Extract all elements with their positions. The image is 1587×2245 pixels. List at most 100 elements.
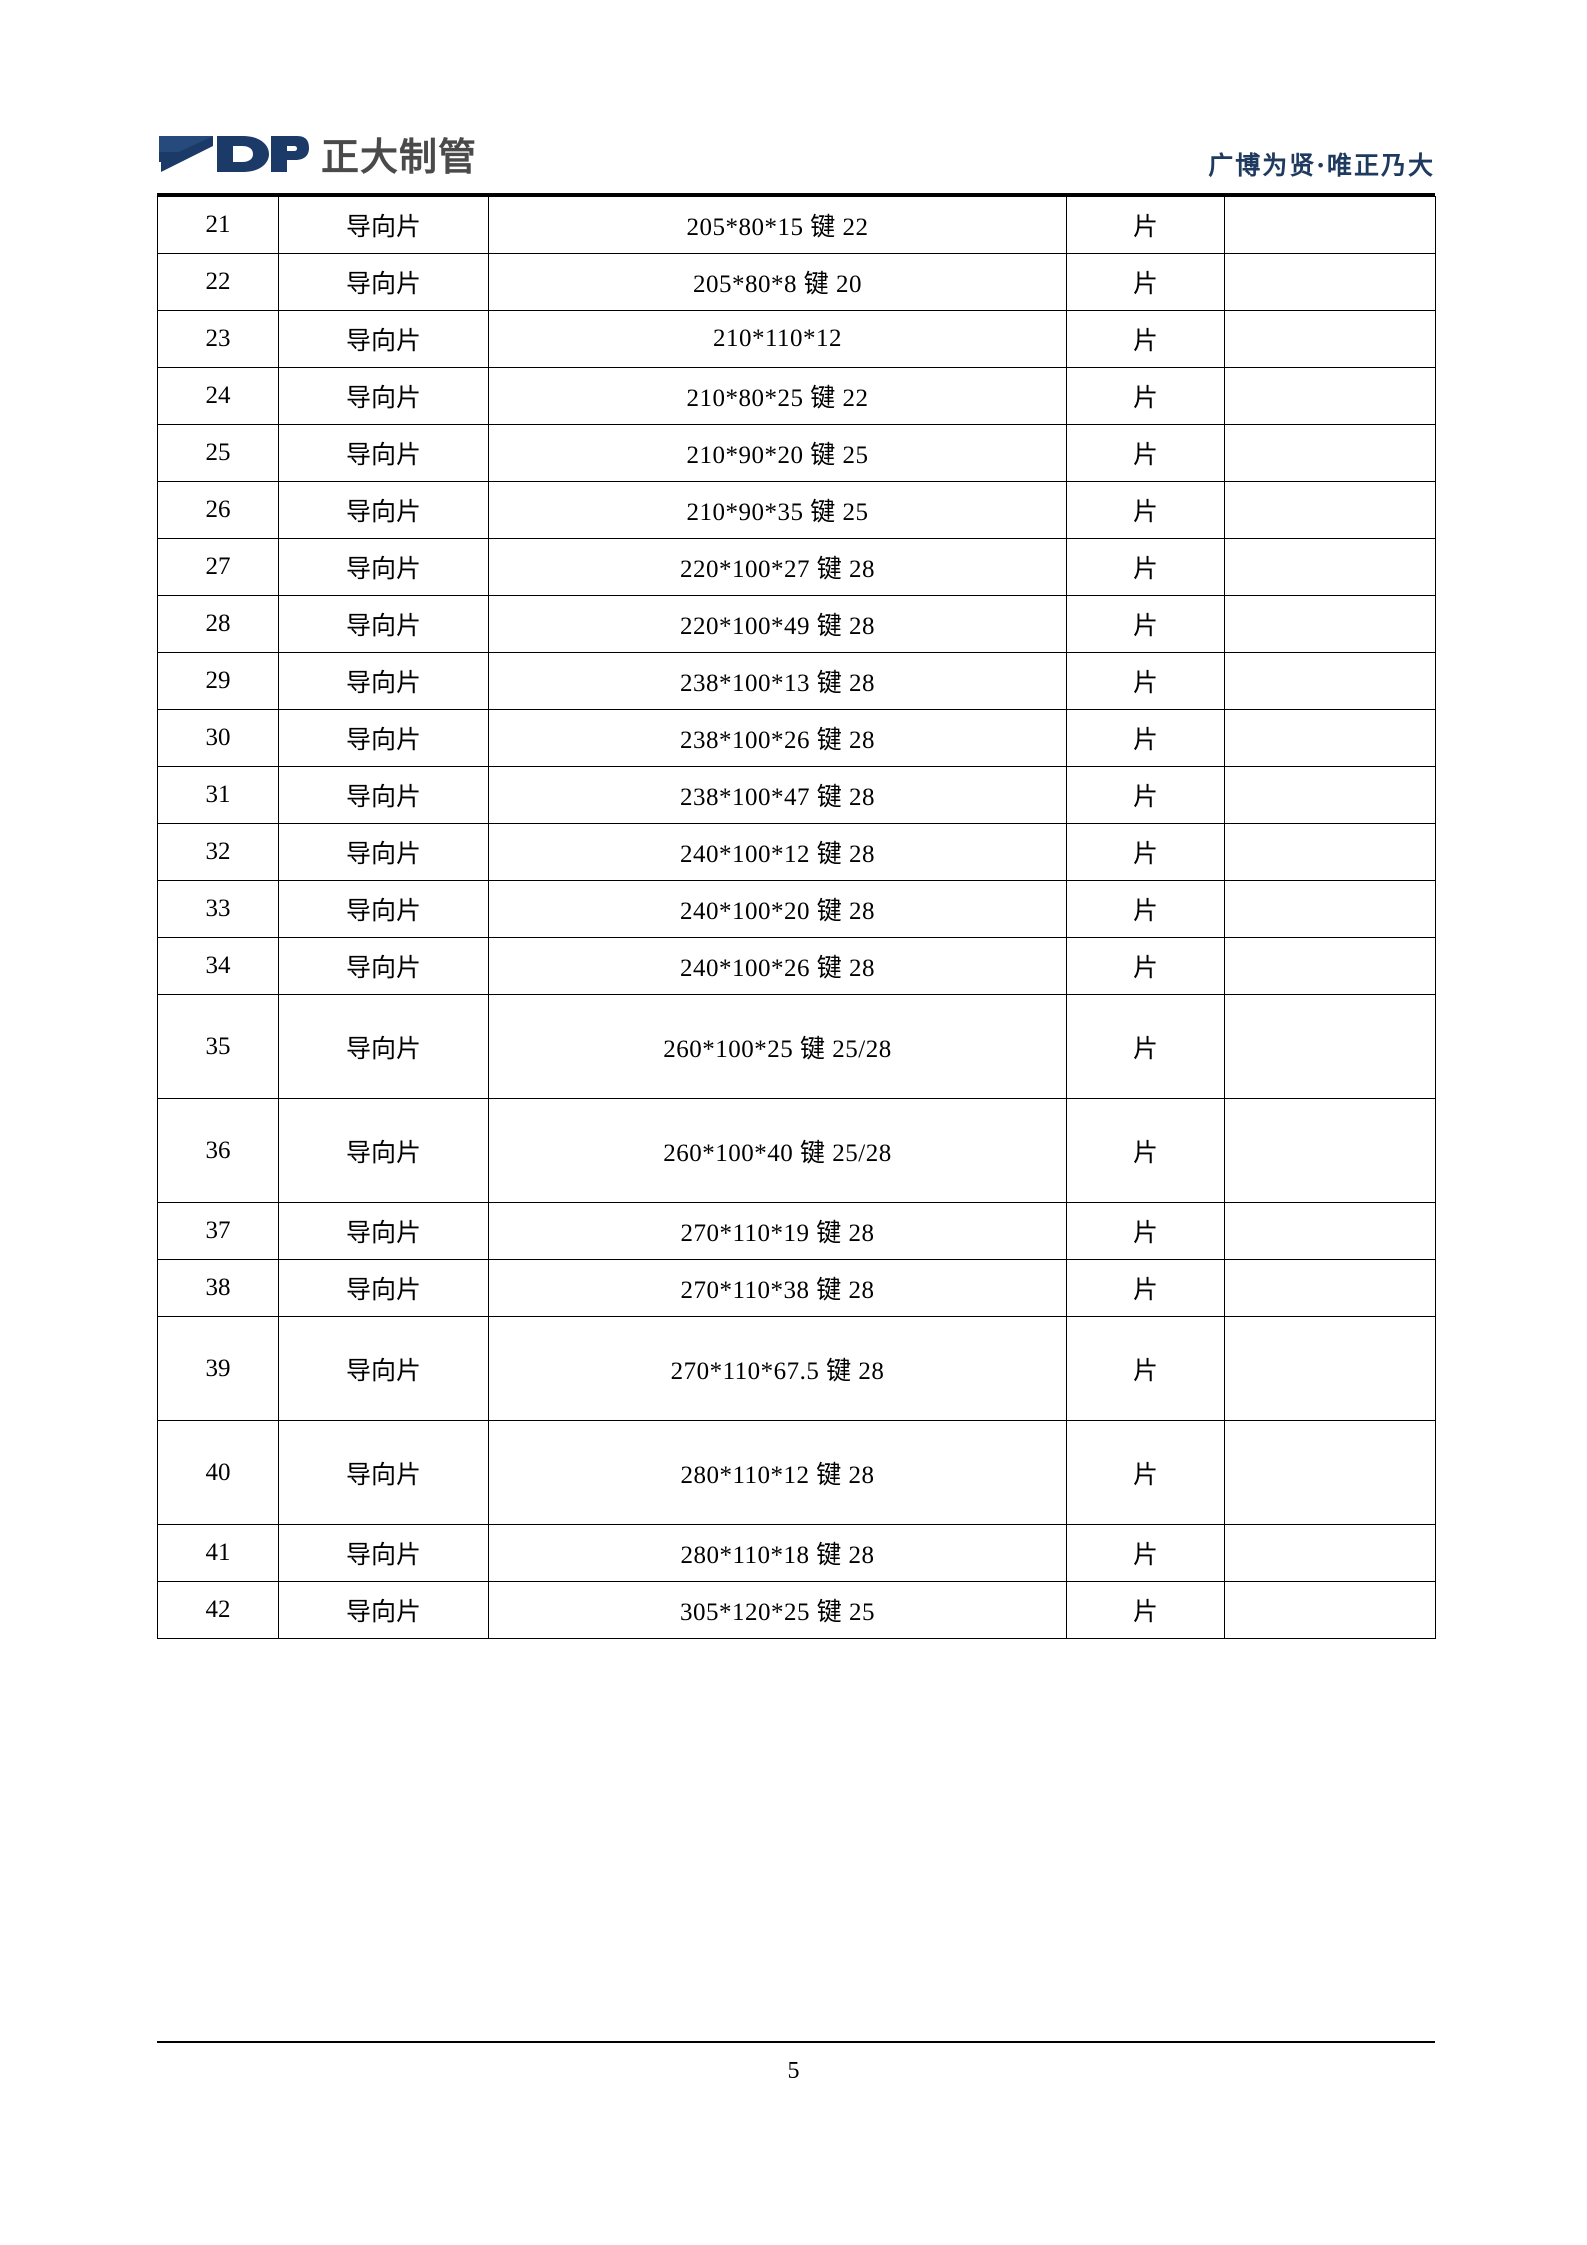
cell-note xyxy=(1224,481,1436,539)
cell-no: 32 xyxy=(157,823,279,881)
table-row: 33 导向片 240*100*20 键 28 片 xyxy=(157,880,1436,938)
cell-no: 25 xyxy=(157,424,279,482)
cell-unit: 片 xyxy=(1066,481,1225,539)
cell-name: 导向片 xyxy=(278,937,489,995)
cell-no: 29 xyxy=(157,652,279,710)
table-row: 30 导向片 238*100*26 键 28 片 xyxy=(157,709,1436,767)
table-row: 24 导向片 210*80*25 键 22 片 xyxy=(157,367,1436,425)
table-row: 38 导向片 270*110*38 键 28 片 xyxy=(157,1259,1436,1317)
cell-unit: 片 xyxy=(1066,595,1225,653)
cell-unit: 片 xyxy=(1066,538,1225,596)
cell-unit: 片 xyxy=(1066,994,1225,1099)
cell-spec: 220*100*27 键 28 xyxy=(488,538,1067,596)
table-row: 32 导向片 240*100*12 键 28 片 xyxy=(157,823,1436,881)
cell-note xyxy=(1224,1524,1436,1582)
cell-spec: 210*90*20 键 25 xyxy=(488,424,1067,482)
table-row: 25 导向片 210*90*20 键 25 片 xyxy=(157,424,1436,482)
table-row: 42 导向片 305*120*25 键 25 片 xyxy=(157,1581,1436,1639)
cell-spec: 260*100*40 键 25/28 xyxy=(488,1098,1067,1203)
cell-no: 27 xyxy=(157,538,279,596)
table-row: 29 导向片 238*100*13 键 28 片 xyxy=(157,652,1436,710)
table-row: 36 导向片 260*100*40 键 25/28 片 xyxy=(157,1098,1436,1203)
table-row: 35 导向片 260*100*25 键 25/28 片 xyxy=(157,994,1436,1099)
page-number: 5 xyxy=(787,2058,800,2084)
cell-name: 导向片 xyxy=(278,1581,489,1639)
cell-no: 31 xyxy=(157,766,279,824)
cell-spec: 238*100*47 键 28 xyxy=(488,766,1067,824)
cell-spec: 270*110*38 键 28 xyxy=(488,1259,1067,1317)
cell-name: 导向片 xyxy=(278,1259,489,1317)
cell-name: 导向片 xyxy=(278,595,489,653)
company-name-cn: 正大制管 xyxy=(321,135,478,179)
cell-spec: 270*110*67.5 键 28 xyxy=(488,1316,1067,1421)
cell-unit: 片 xyxy=(1066,823,1225,881)
cell-unit: 片 xyxy=(1066,766,1225,824)
table-row: 34 导向片 240*100*26 键 28 片 xyxy=(157,937,1436,995)
cell-unit: 片 xyxy=(1066,1581,1225,1639)
cell-no: 42 xyxy=(157,1581,279,1639)
cell-no: 26 xyxy=(157,481,279,539)
cell-note xyxy=(1224,1259,1436,1317)
table-row: 40 导向片 280*110*12 键 28 片 xyxy=(157,1420,1436,1525)
cell-name: 导向片 xyxy=(278,1098,489,1203)
cell-no: 24 xyxy=(157,367,279,425)
cell-note xyxy=(1224,880,1436,938)
cell-unit: 片 xyxy=(1066,1098,1225,1203)
cell-unit: 片 xyxy=(1066,1524,1225,1582)
header-divider xyxy=(157,193,1435,196)
company-logo: 正大制管 xyxy=(157,132,477,180)
table-row: 27 导向片 220*100*27 键 28 片 xyxy=(157,538,1436,596)
cell-note xyxy=(1224,1098,1436,1203)
cell-no: 36 xyxy=(157,1098,279,1203)
cell-no: 41 xyxy=(157,1524,279,1582)
cell-name: 导向片 xyxy=(278,994,489,1099)
cell-name: 导向片 xyxy=(278,196,489,254)
table-row: 28 导向片 220*100*49 键 28 片 xyxy=(157,595,1436,653)
cell-name: 导向片 xyxy=(278,253,489,311)
cell-name: 导向片 xyxy=(278,424,489,482)
cell-no: 38 xyxy=(157,1259,279,1317)
table-row: 26 导向片 210*90*35 键 25 片 xyxy=(157,481,1436,539)
cell-note xyxy=(1224,253,1436,311)
cell-spec: 205*80*15 键 22 xyxy=(488,196,1067,254)
cell-no: 35 xyxy=(157,994,279,1099)
cell-name: 导向片 xyxy=(278,367,489,425)
cell-spec: 240*100*26 键 28 xyxy=(488,937,1067,995)
cell-no: 40 xyxy=(157,1420,279,1525)
cell-spec: 205*80*8 键 20 xyxy=(488,253,1067,311)
cell-note xyxy=(1224,937,1436,995)
cell-note xyxy=(1224,1420,1436,1525)
cell-note xyxy=(1224,1202,1436,1260)
cell-unit: 片 xyxy=(1066,196,1225,254)
cell-unit: 片 xyxy=(1066,1420,1225,1525)
cell-spec: 260*100*25 键 25/28 xyxy=(488,994,1067,1099)
footer-divider xyxy=(157,2041,1435,2043)
cell-spec: 238*100*13 键 28 xyxy=(488,652,1067,710)
cell-note xyxy=(1224,766,1436,824)
cell-note xyxy=(1224,709,1436,767)
cell-no: 22 xyxy=(157,253,279,311)
table-row: 22 导向片 205*80*8 键 20 片 xyxy=(157,253,1436,311)
cell-no: 28 xyxy=(157,595,279,653)
cell-spec: 280*110*12 键 28 xyxy=(488,1420,1067,1525)
cell-note xyxy=(1224,823,1436,881)
cell-name: 导向片 xyxy=(278,766,489,824)
cell-unit: 片 xyxy=(1066,880,1225,938)
table-row: 41 导向片 280*110*18 键 28 片 xyxy=(157,1524,1436,1582)
cell-note xyxy=(1224,1316,1436,1421)
cell-spec: 240*100*12 键 28 xyxy=(488,823,1067,881)
parts-table-body: 21 导向片 205*80*15 键 22 片 22 导向片 205*80*8 … xyxy=(157,196,1436,1639)
cell-note xyxy=(1224,652,1436,710)
cell-name: 导向片 xyxy=(278,1420,489,1525)
cell-name: 导向片 xyxy=(278,1316,489,1421)
cell-name: 导向片 xyxy=(278,1202,489,1260)
table-row: 31 导向片 238*100*47 键 28 片 xyxy=(157,766,1436,824)
cell-name: 导向片 xyxy=(278,310,489,368)
table-row: 23 导向片 210*110*12 片 xyxy=(157,310,1436,368)
cell-spec: 210*110*12 xyxy=(488,310,1067,368)
cell-no: 21 xyxy=(157,196,279,254)
cell-unit: 片 xyxy=(1066,367,1225,425)
cell-name: 导向片 xyxy=(278,481,489,539)
cell-no: 23 xyxy=(157,310,279,368)
